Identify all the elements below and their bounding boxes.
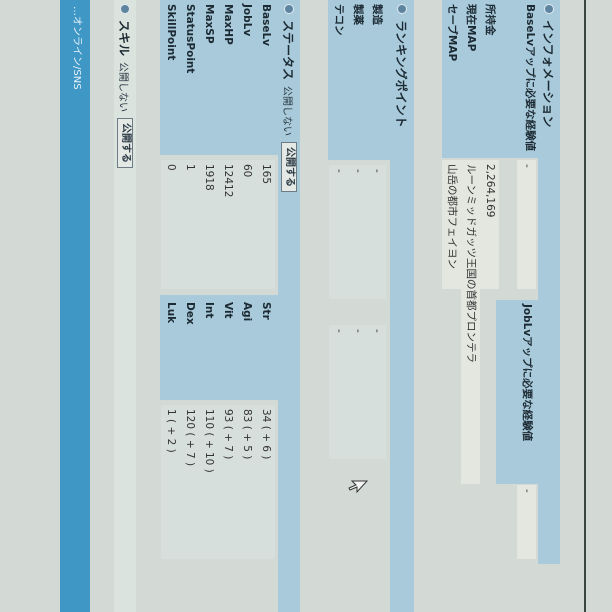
- section-bullet-icon: [284, 4, 294, 14]
- base-exp-label: BaseLvアップに必要な経験値: [524, 4, 536, 151]
- skill-title: スキル: [117, 20, 132, 57]
- ranking-value-2: -: [348, 325, 367, 459]
- status-label: JobLv: [241, 4, 253, 37]
- footer-bar: …オンライン/SNS: [60, 0, 90, 612]
- status-title: ステータス: [281, 20, 296, 81]
- information-header: インフォメーション: [538, 0, 560, 564]
- stat-value: 1 ( + 2 ): [161, 405, 180, 559]
- ranking-value-2: -: [329, 325, 348, 459]
- stat-label: Int: [203, 302, 215, 319]
- stat-value: 83 ( + 5 ): [237, 405, 256, 559]
- status-value: 0: [161, 160, 180, 289]
- skill-private-label: 公開しない: [117, 62, 129, 113]
- status-value: 60: [237, 160, 256, 289]
- mouse-cursor-icon: [348, 480, 368, 494]
- status-value: 12412: [218, 160, 237, 289]
- ranking-value: -: [348, 165, 367, 299]
- status-label: MaxSP: [203, 4, 215, 44]
- stat-value: 110 ( + 10 ): [199, 405, 218, 559]
- stat-label: Luk: [165, 302, 177, 324]
- stat-label: Vit: [222, 302, 234, 319]
- status-private-label: 公開しない: [281, 86, 293, 137]
- status-public-button[interactable]: 公開する: [281, 142, 297, 193]
- status-label: StatusPoint: [184, 4, 196, 74]
- section-bullet-icon: [544, 4, 554, 14]
- skill-header: スキル 公開しない 公開する: [114, 0, 136, 612]
- status-label: MaxHP: [222, 4, 234, 45]
- stat-label: Str: [260, 302, 272, 320]
- job-exp-value: -: [517, 485, 536, 559]
- ranking-value-2: -: [367, 325, 386, 459]
- status-value: 165: [256, 160, 275, 289]
- ranking-label: テコン: [333, 4, 345, 36]
- current-map-label: 現在MAP: [465, 4, 477, 52]
- save-map-label: セーブMAP: [446, 4, 458, 62]
- ranking-header: ランキングポイント: [390, 0, 414, 612]
- footer-text[interactable]: …オンライン/SNS: [71, 6, 82, 90]
- ranking-label: 製薬: [352, 4, 364, 25]
- zeny-value: 2,264,169: [480, 160, 499, 289]
- ranking-label: 製造: [371, 4, 383, 25]
- base-exp-value: -: [517, 160, 536, 289]
- ranking-title: ランキングポイント: [394, 20, 409, 128]
- stat-label: Dex: [184, 302, 196, 325]
- stat-value: 120 ( + 7 ): [180, 405, 199, 559]
- window-border: [584, 0, 586, 612]
- stat-value: 93 ( + 7 ): [218, 405, 237, 559]
- ranking-value: -: [367, 165, 386, 299]
- stat-value: 34 ( + 6 ): [256, 405, 275, 559]
- status-label: BaseLv: [260, 4, 272, 46]
- zeny-label: 所持金: [484, 4, 496, 36]
- stat-label: Agi: [241, 302, 253, 322]
- current-map-value: ルーンミッドガッツ王国の首都プロンテラ: [461, 160, 480, 484]
- save-map-value: 山岳の都市フェイヨン: [442, 160, 461, 289]
- ranking-value: -: [329, 165, 348, 299]
- status-value: 1918: [199, 160, 218, 289]
- information-title: インフォメーション: [541, 20, 556, 128]
- section-bullet-icon: [397, 4, 407, 14]
- section-bullet-icon: [120, 4, 130, 14]
- status-value: 1: [180, 160, 199, 289]
- status-header: ステータス 公開しない 公開する: [278, 0, 300, 612]
- skill-public-button[interactable]: 公開する: [117, 118, 133, 169]
- status-label: SkillPoint: [165, 4, 177, 61]
- job-exp-label: JobLvアップに必要な経験値: [496, 300, 538, 484]
